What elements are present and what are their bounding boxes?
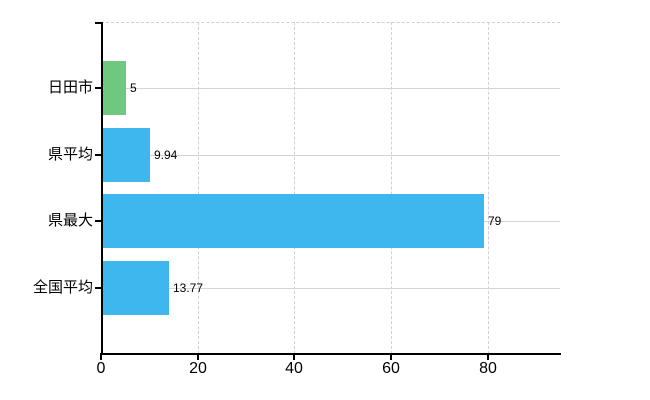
bar-3	[102, 194, 484, 248]
bar-value-label: 79	[488, 214, 502, 228]
x-axis-tick	[487, 355, 489, 360]
x-tick-label: 40	[285, 360, 303, 377]
x-axis-tick	[197, 355, 199, 360]
x-tick-label: 80	[479, 360, 497, 377]
category-label: 県平均	[47, 146, 93, 163]
x-axis-tick	[100, 355, 102, 360]
y-axis-tick	[95, 287, 101, 289]
x-tick-label: 60	[382, 360, 400, 377]
y-axis-tick	[95, 154, 101, 156]
x-axis-tick	[390, 355, 392, 360]
y-axis	[101, 22, 103, 355]
bar-value-label: 5	[130, 81, 137, 95]
x-tick-label: 20	[189, 360, 207, 377]
category-label: 日田市	[47, 79, 93, 96]
bar-value-label: 13.77	[173, 281, 204, 295]
bar-2	[102, 128, 150, 182]
x-axis	[100, 353, 561, 355]
bar-value-label: 9.94	[154, 148, 178, 162]
horizontal-gridline	[101, 88, 560, 90]
x-axis-tick	[293, 355, 295, 360]
x-tick-label: 0	[96, 360, 106, 377]
bar-1	[102, 61, 126, 115]
vertical-gridline	[197, 22, 199, 354]
bar-4	[102, 261, 169, 315]
horizontal-gridline	[101, 154, 560, 156]
vertical-gridline	[390, 22, 392, 354]
y-axis-top-tick	[95, 22, 103, 24]
plot-top-border	[101, 22, 560, 23]
category-label: 全国平均	[32, 279, 93, 296]
category-label: 県最大	[47, 212, 93, 229]
y-axis-tick	[95, 220, 101, 222]
vertical-gridline	[294, 22, 296, 354]
horizontal-gridline	[101, 287, 560, 289]
vertical-gridline	[487, 22, 489, 354]
y-axis-tick	[95, 87, 101, 89]
